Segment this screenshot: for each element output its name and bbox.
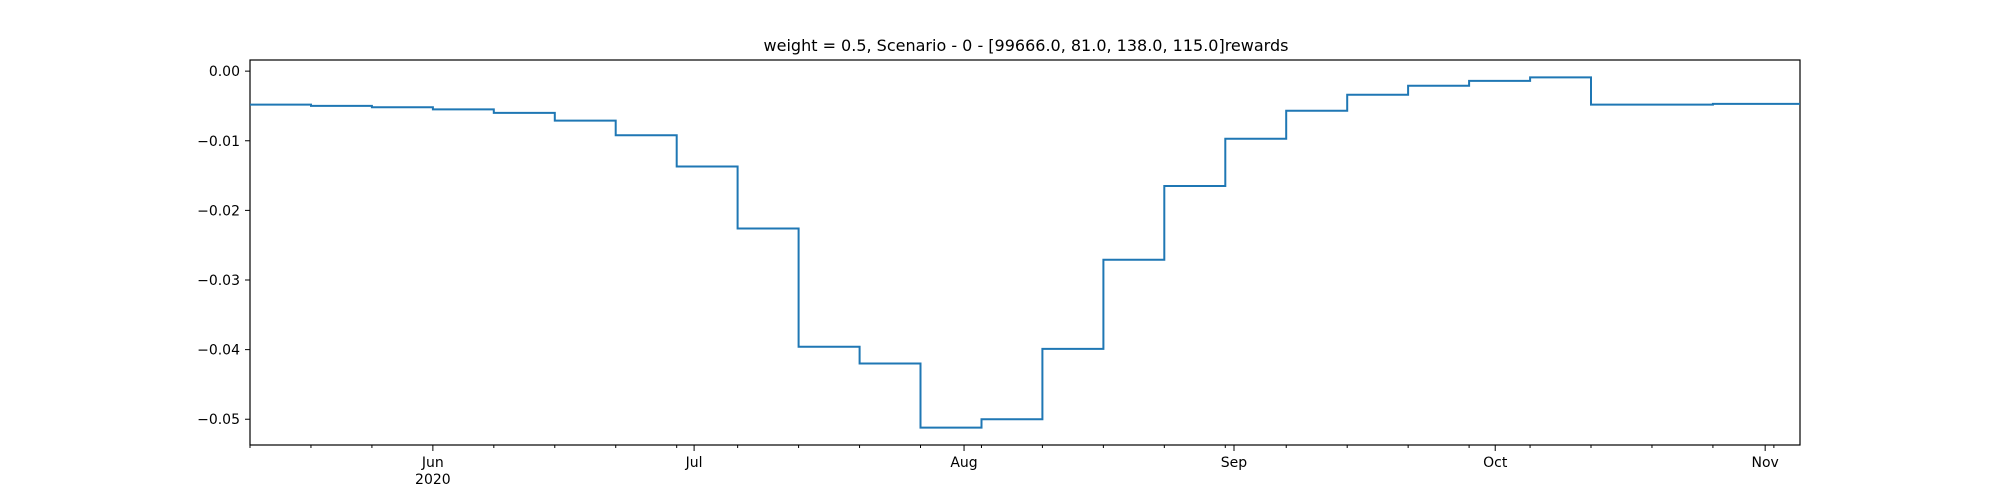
y-tick-label: −0.02 bbox=[197, 203, 240, 219]
x-tick-label: Nov bbox=[1752, 455, 1779, 471]
y-axis: 0.00 −0.01 −0.02 −0.03 −0.04 −0.05 bbox=[197, 64, 250, 428]
y-tick-label: −0.03 bbox=[197, 273, 240, 289]
x-tick-year-label: 2020 bbox=[415, 472, 451, 488]
series-line bbox=[250, 76, 1800, 429]
x-tick-label: Jul bbox=[685, 455, 703, 471]
y-tick-label: 0.00 bbox=[209, 64, 240, 80]
y-tick-label: −0.05 bbox=[197, 412, 240, 428]
x-tick-label: Sep bbox=[1221, 455, 1248, 471]
x-tick-label: Oct bbox=[1483, 455, 1508, 471]
y-tick-label: −0.04 bbox=[197, 343, 240, 359]
x-tick-label: Jun bbox=[421, 455, 444, 471]
chart-title: weight = 0.5, Scenario - 0 - [99666.0, 8… bbox=[764, 36, 1289, 55]
plot-area-frame bbox=[249, 59, 1801, 446]
y-tick-label: −0.01 bbox=[197, 134, 240, 150]
x-tick-label: Aug bbox=[950, 455, 977, 471]
series-layer bbox=[250, 76, 1800, 429]
